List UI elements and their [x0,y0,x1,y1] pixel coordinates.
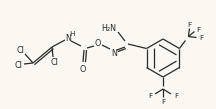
Text: F: F [174,93,178,99]
Text: Cl: Cl [16,45,24,54]
Text: N: N [111,49,117,58]
Text: Cl: Cl [14,60,22,70]
Text: F: F [161,99,165,105]
Text: F: F [148,93,152,99]
Text: N: N [65,33,71,43]
Text: Cl: Cl [50,58,58,66]
Text: H: H [70,31,75,37]
Text: F: F [196,26,200,32]
Text: H₂N: H₂N [101,24,116,32]
Text: F: F [199,35,203,41]
Text: O: O [95,38,101,48]
Text: O: O [80,65,86,73]
Text: F: F [187,21,192,27]
